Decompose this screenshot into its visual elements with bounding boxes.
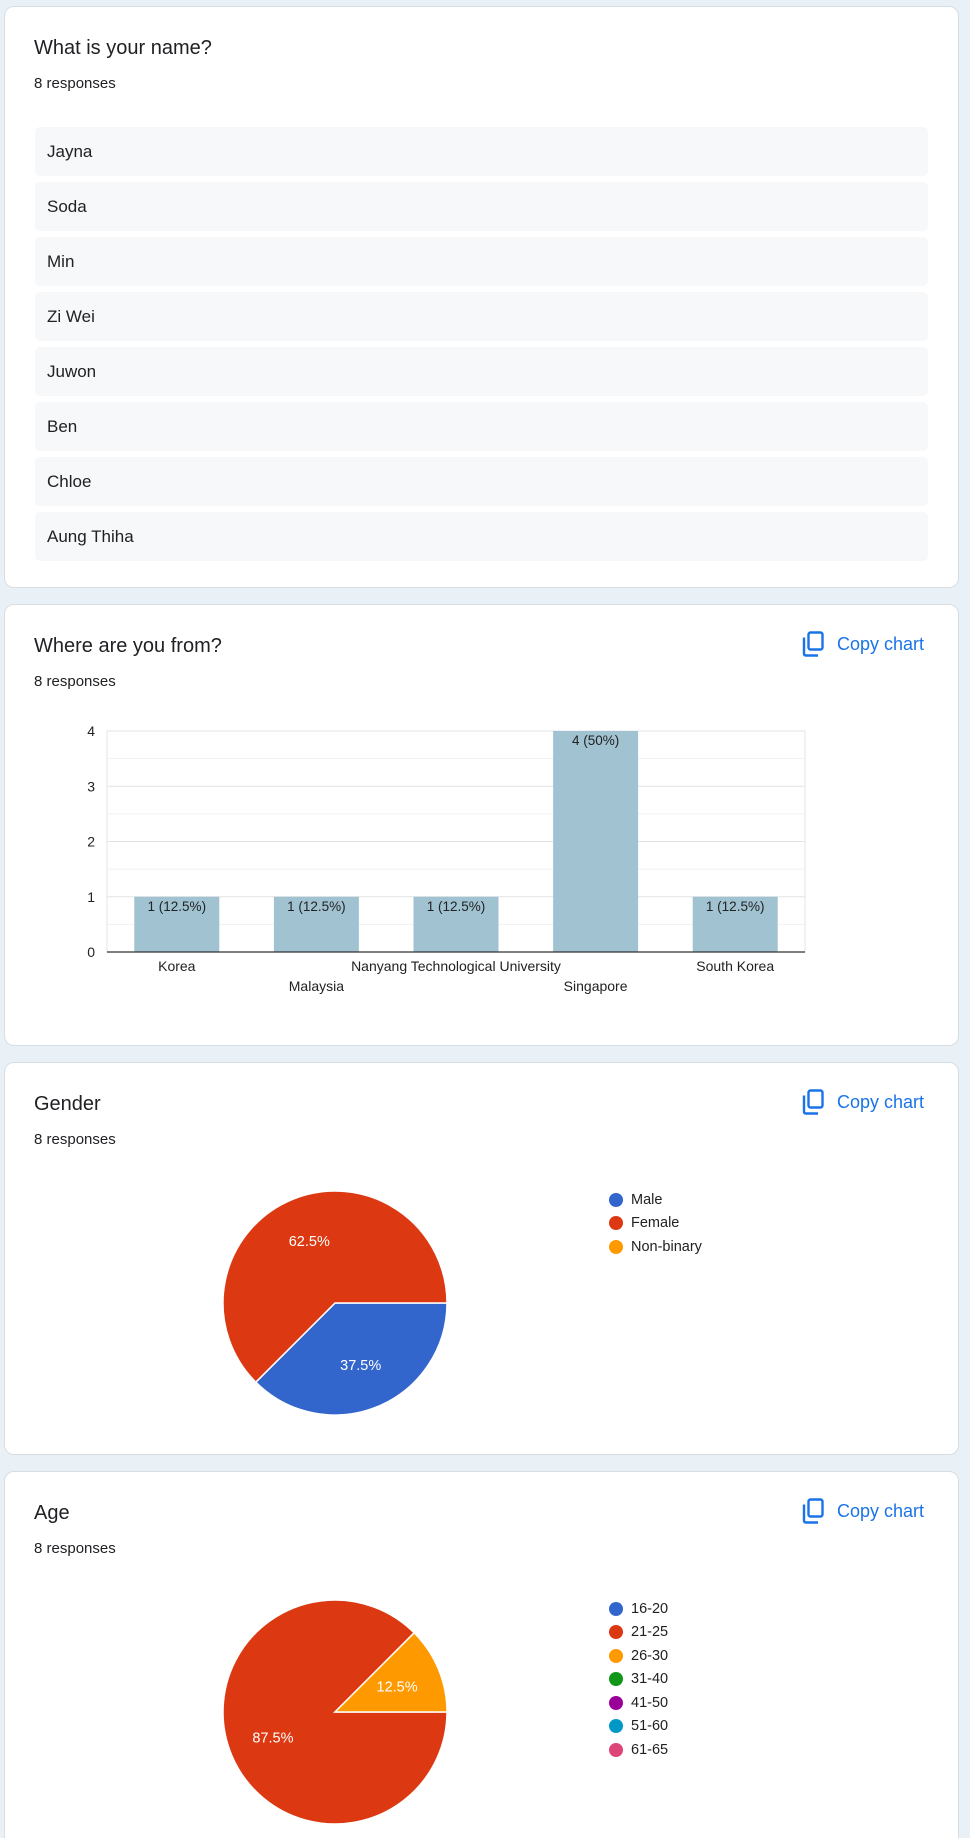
gender-pie-chart: 37.5% 62.5% — [222, 1190, 448, 1416]
legend-label: 51-60 — [631, 1718, 669, 1735]
pie-slice-label: 87.5% — [252, 1731, 293, 1747]
legend-swatch — [609, 1648, 623, 1663]
copy-chart-label: Copy chart — [836, 633, 924, 654]
answer-item: Jayna — [35, 127, 928, 176]
copy-icon — [801, 631, 825, 657]
pie-slice — [222, 1190, 448, 1384]
response-count: 8 responses — [34, 673, 116, 690]
x-tick-label: Malaysia — [289, 978, 344, 994]
bar — [553, 731, 639, 952]
pie-slice-label: 37.5% — [340, 1358, 381, 1374]
legend-swatch — [609, 1672, 623, 1687]
legend-item: 26-30 — [609, 1644, 668, 1668]
copy-chart-label: Copy chart — [836, 1500, 924, 1521]
legend-swatch — [609, 1719, 623, 1734]
age-legend: 16-20 21-25 26-30 31-40 41-50 51-60 61-65 — [609, 1597, 668, 1762]
question-title: Where are you from? — [34, 635, 222, 657]
legend-label: 41-50 — [631, 1694, 669, 1711]
country-bar-chart: 0 1 2 3 4 1 (12.5%) Korea 1 (12.5%) Malaysia 1 (1… — [87, 723, 806, 994]
legend-swatch — [609, 1601, 623, 1616]
legend-item: 21-25 — [609, 1621, 668, 1645]
age-question-card: Age 8 responses Copy chart 87.5% 12.5% 16… — [4, 1471, 959, 1838]
legend-label: 21-25 — [631, 1624, 669, 1641]
bar-data-label: 4 (50%) — [572, 733, 619, 748]
legend-item: Female — [609, 1212, 702, 1236]
x-tick-label: Nanyang Technological University — [351, 958, 561, 974]
legend-label: Female — [631, 1215, 680, 1232]
pie-slice-label: 62.5% — [289, 1234, 330, 1250]
bar-data-label: 1 (12.5%) — [706, 899, 765, 914]
question-title: What is your name? — [34, 37, 212, 59]
pie-slice — [333, 1631, 448, 1713]
y-tick-label: 4 — [87, 723, 95, 739]
age-pie-chart: 87.5% 12.5% — [222, 1599, 448, 1825]
legend-swatch — [609, 1625, 623, 1640]
legend-item: 41-50 — [609, 1691, 668, 1715]
bar — [692, 896, 778, 952]
legend-label: 61-65 — [631, 1741, 669, 1758]
answer-item: Juwon — [35, 347, 928, 396]
bar-data-label: 1 (12.5%) — [287, 899, 346, 914]
answer-item: Soda — [35, 182, 928, 231]
legend-label: 26-30 — [631, 1647, 669, 1664]
answer-item: Aung Thiha — [35, 512, 928, 561]
legend-swatch — [609, 1239, 623, 1254]
legend-item: 31-40 — [609, 1668, 668, 1692]
response-count: 8 responses — [34, 1131, 116, 1148]
name-question-card: What is your name? 8 responses Jayna Sod… — [4, 6, 959, 588]
gender-legend: Male Female Non-binary — [609, 1188, 702, 1259]
legend-swatch — [609, 1742, 623, 1757]
legend-item: 51-60 — [609, 1715, 668, 1739]
copy-chart-button[interactable]: Copy chart — [801, 1494, 924, 1528]
copy-icon — [801, 1498, 825, 1524]
answer-item: Min — [35, 237, 928, 286]
bar — [134, 896, 220, 952]
y-tick-label: 1 — [87, 889, 95, 905]
x-tick-label: Singapore — [564, 978, 628, 994]
bar — [273, 896, 359, 952]
legend-item: 16-20 — [609, 1597, 668, 1621]
bar-data-label: 1 (12.5%) — [427, 899, 486, 914]
question-title: Age — [34, 1502, 70, 1524]
copy-chart-button[interactable]: Copy chart — [801, 1085, 924, 1119]
y-tick-label: 2 — [87, 834, 95, 850]
response-count: 8 responses — [34, 1540, 116, 1557]
legend-swatch — [609, 1216, 623, 1231]
answer-item: Ben — [35, 402, 928, 451]
copy-chart-label: Copy chart — [836, 1091, 924, 1112]
x-tick-label: Korea — [158, 958, 196, 974]
bar — [413, 896, 499, 952]
answer-item: Zi Wei — [35, 292, 928, 341]
y-tick-label: 3 — [87, 778, 95, 794]
copy-chart-button[interactable]: Copy chart — [801, 627, 924, 661]
country-question-card: Where are you from? 8 responses Copy cha… — [4, 604, 959, 1046]
question-title: Gender — [34, 1093, 101, 1115]
response-count: 8 responses — [34, 75, 116, 92]
pie-slice — [254, 1302, 448, 1416]
answer-item: Chloe — [35, 457, 928, 506]
legend-item: 61-65 — [609, 1738, 668, 1762]
legend-label: Non-binary — [631, 1238, 702, 1255]
legend-swatch — [609, 1695, 623, 1710]
legend-label: 31-40 — [631, 1671, 669, 1688]
copy-icon — [801, 1089, 825, 1115]
bar-data-label: 1 (12.5%) — [148, 899, 207, 914]
x-tick-label: South Korea — [696, 958, 774, 974]
legend-swatch — [609, 1192, 623, 1207]
legend-item: Non-binary — [609, 1235, 702, 1259]
gender-question-card: Gender 8 responses Copy chart 37.5% 62.5%… — [4, 1062, 959, 1455]
legend-label: Male — [631, 1191, 663, 1208]
pie-slice-label: 12.5% — [377, 1679, 418, 1695]
y-tick-label: 0 — [87, 944, 95, 960]
legend-label: 16-20 — [631, 1600, 669, 1617]
legend-item: Male — [609, 1188, 702, 1212]
answer-list: Jayna Soda Min Zi Wei Juwon Ben Chloe Au… — [35, 127, 928, 567]
